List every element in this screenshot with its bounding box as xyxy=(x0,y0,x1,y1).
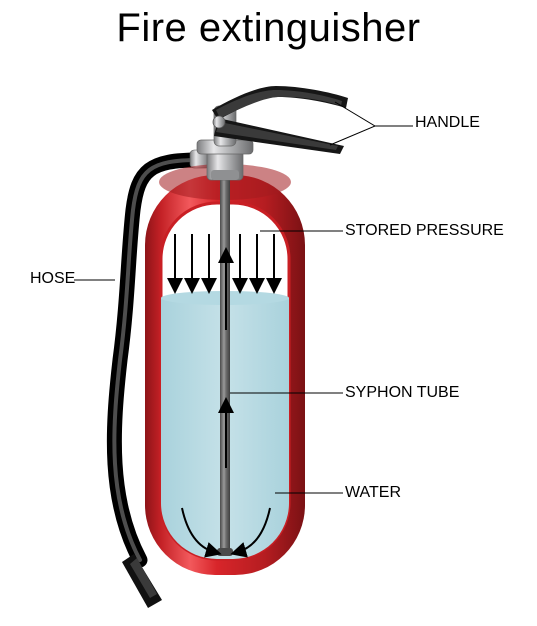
handle-pin xyxy=(213,116,225,128)
diagram-canvas xyxy=(0,0,537,626)
